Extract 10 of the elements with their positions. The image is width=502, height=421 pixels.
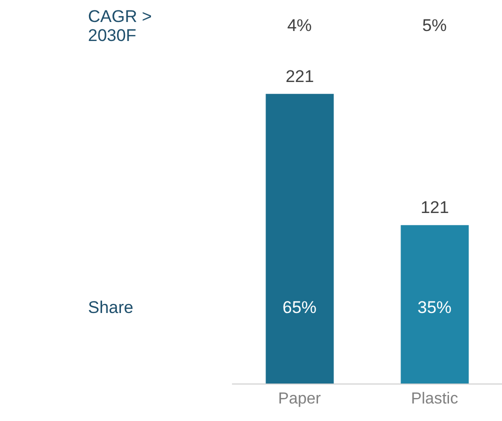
data-label: 121 [420,198,449,218]
annotation: 65% [282,298,317,317]
x-tick-label: Plastic [410,390,458,408]
data-label: 221 [286,66,314,86]
text: CAGR > 2030F [88,7,152,45]
text: 4% [287,16,312,35]
text: Share [88,298,134,317]
annotation: 35% [417,298,452,317]
text: 5% [422,16,447,35]
x-tick-label: Paper [278,390,322,408]
